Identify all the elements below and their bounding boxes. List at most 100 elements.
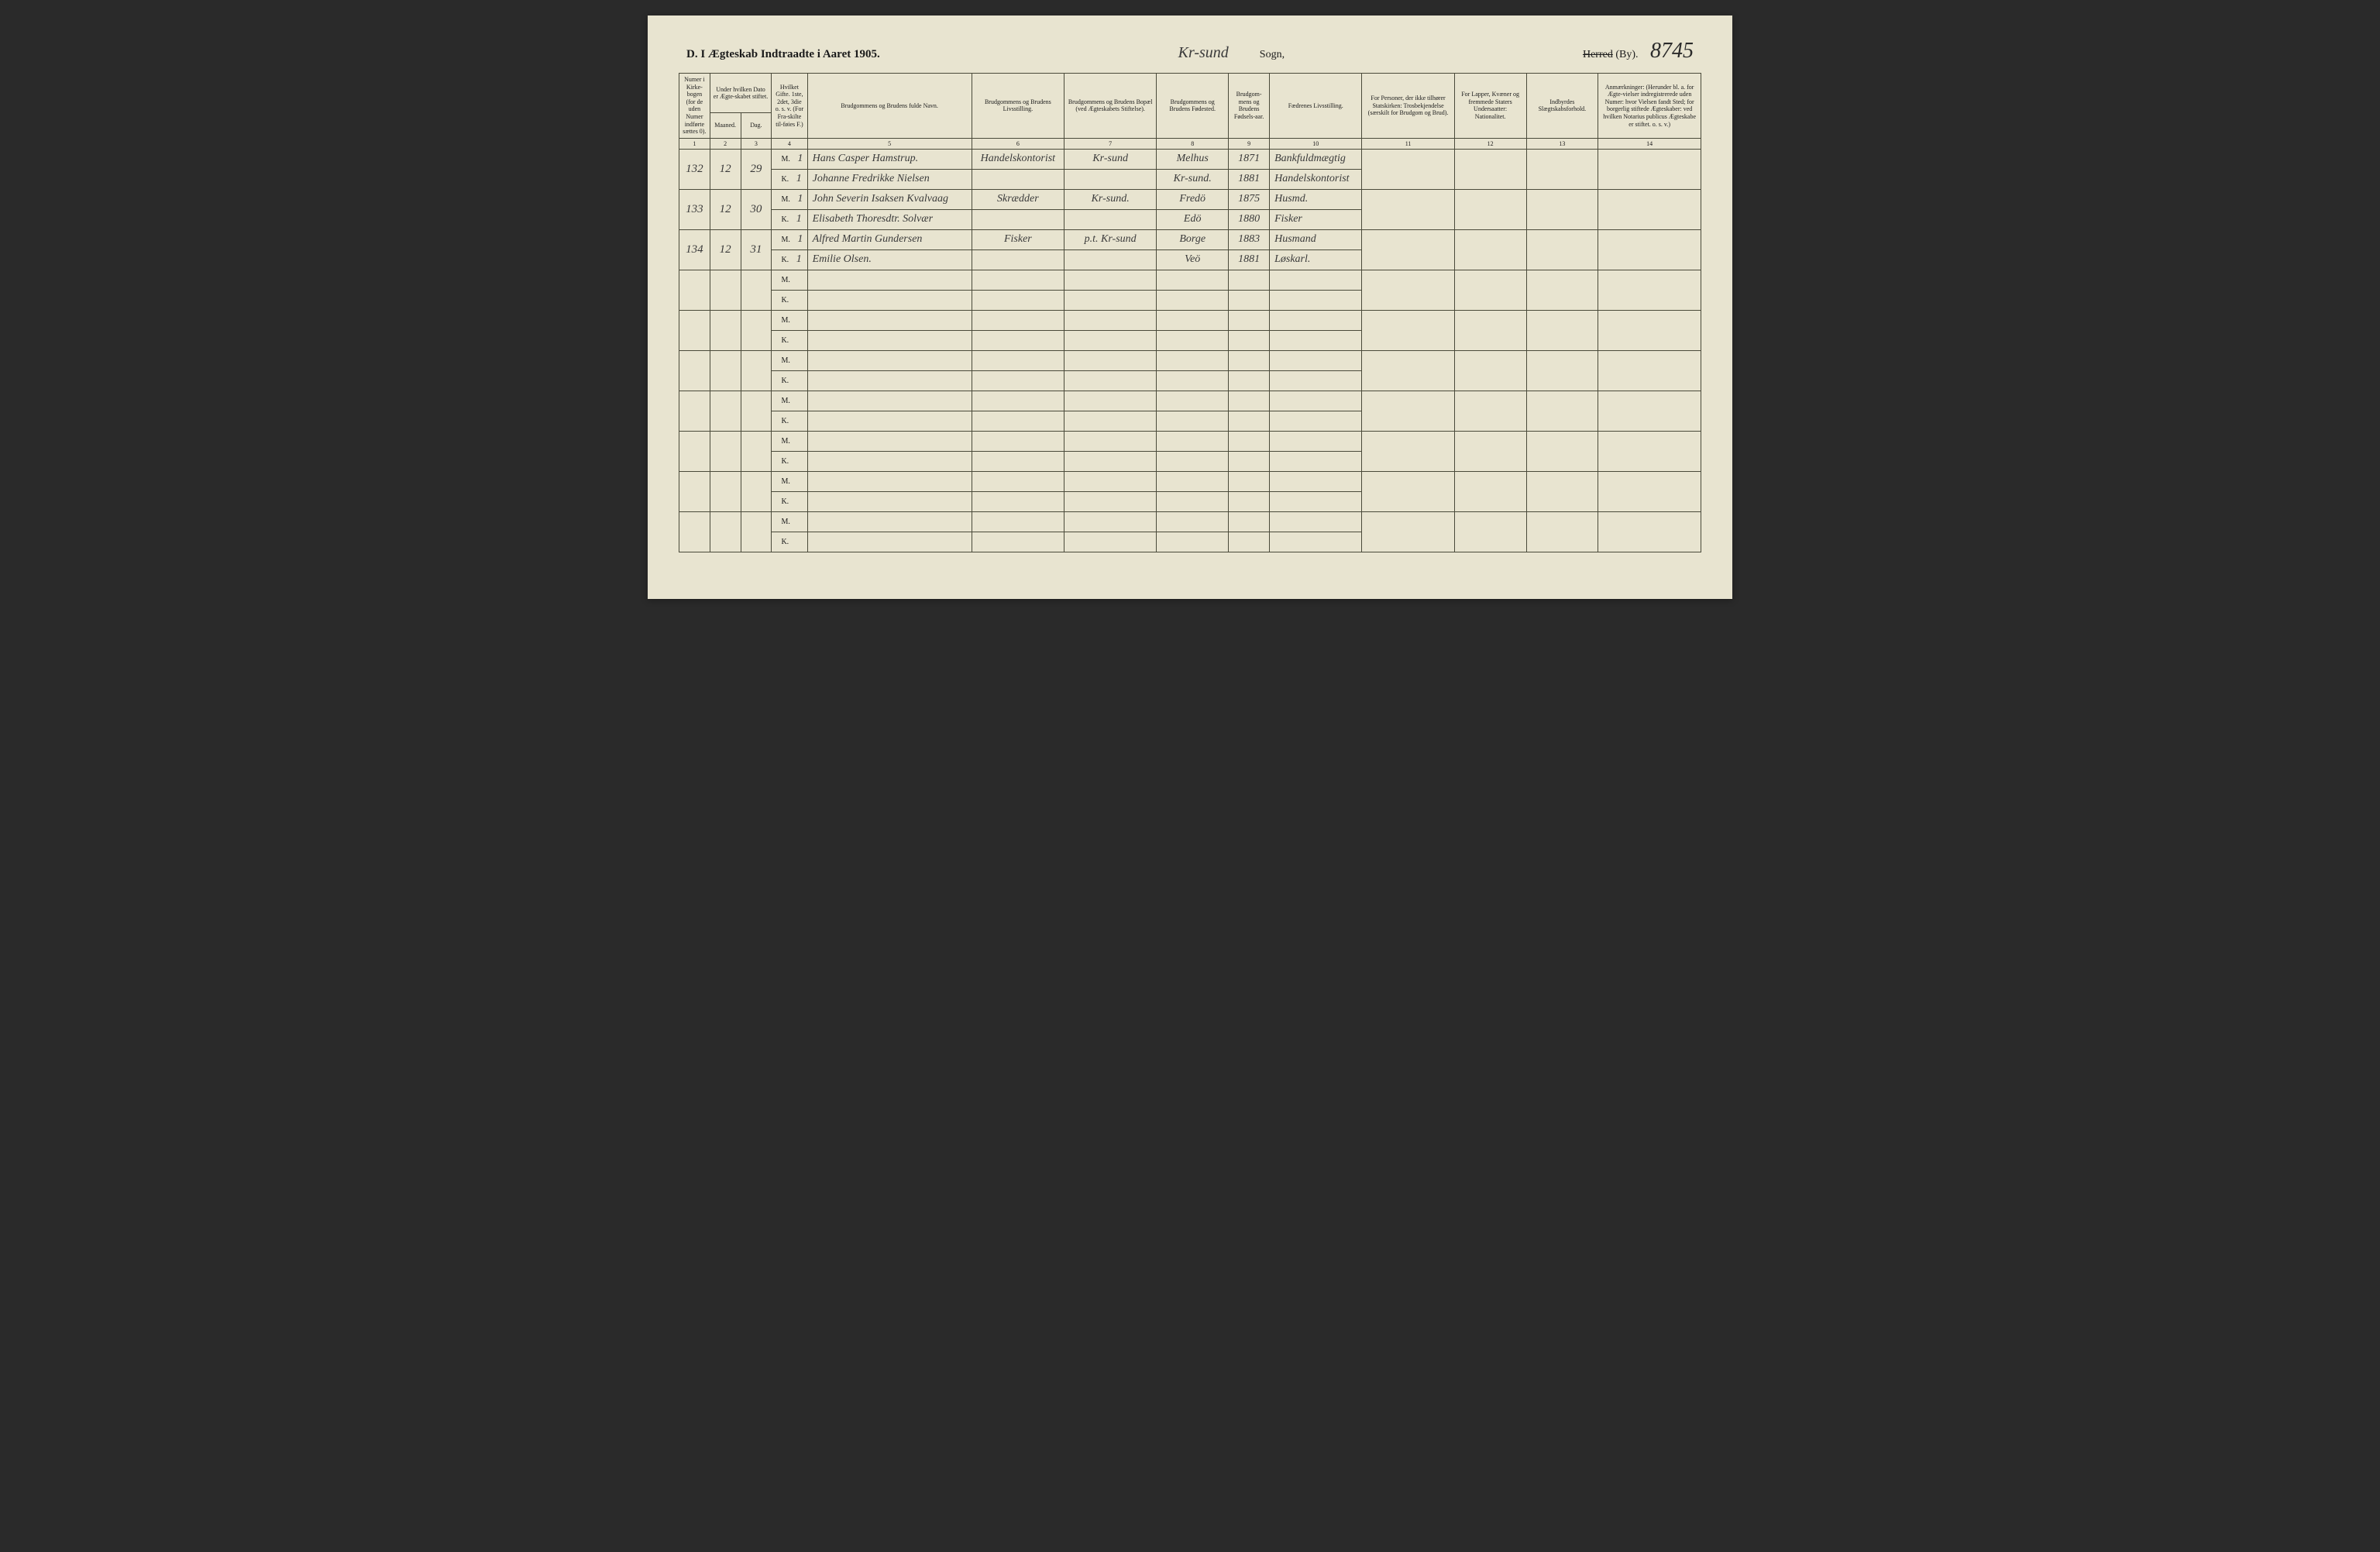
table-cell: Skrædder <box>972 189 1064 209</box>
table-cell <box>741 350 772 391</box>
table-cell: M. 1 <box>778 149 807 169</box>
entry-row-m: 1341231M. 1Alfred Martin GundersenFisker… <box>679 229 1701 249</box>
table-cell <box>772 391 779 411</box>
table-cell <box>1598 149 1701 189</box>
empty-row-m: M. <box>679 391 1701 411</box>
sogn-name: Kr-sund <box>1178 44 1229 62</box>
table-cell <box>710 431 741 471</box>
table-cell: p.t. Kr-sund <box>1064 229 1157 249</box>
table-header: Numer i Kirke-bogen (for de uden Numer i… <box>679 74 1701 150</box>
table-cell <box>1362 431 1454 471</box>
table-cell <box>1454 189 1526 229</box>
table-cell <box>772 491 779 511</box>
table-cell <box>1526 229 1598 270</box>
table-cell <box>1064 370 1157 391</box>
table-cell <box>972 169 1064 189</box>
table-cell: K. <box>778 451 807 471</box>
col-header-5: Brudgommens og Brudens fulde Navn. <box>807 74 972 139</box>
table-cell <box>1270 471 1362 491</box>
entry-row-m: 1321229M. 1Hans Casper Hamstrup.Handelsk… <box>679 149 1701 169</box>
table-cell <box>1526 350 1598 391</box>
empty-row-m: M. <box>679 270 1701 290</box>
table-cell <box>1157 330 1229 350</box>
table-cell <box>679 350 710 391</box>
table-cell <box>679 310 710 350</box>
table-cell <box>807 532 972 552</box>
table-cell: M. <box>778 270 807 290</box>
table-cell: K. <box>778 491 807 511</box>
table-cell: K. 1 <box>778 249 807 270</box>
table-cell <box>772 149 779 169</box>
register-table: Numer i Kirke-bogen (for de uden Numer i… <box>679 73 1701 552</box>
table-cell <box>807 411 972 431</box>
table-cell: 12 <box>710 149 741 189</box>
table-cell <box>1157 310 1229 330</box>
page-number: 8745 <box>1650 39 1694 63</box>
table-cell <box>1362 270 1454 310</box>
table-cell <box>710 270 741 310</box>
colnum: 12 <box>1454 138 1526 149</box>
table-cell: K. <box>778 330 807 350</box>
table-cell <box>1064 431 1157 451</box>
table-cell <box>772 209 779 229</box>
table-cell <box>1598 310 1701 350</box>
colnum: 5 <box>807 138 972 149</box>
table-cell: Alfred Martin Gundersen <box>807 229 972 249</box>
col-header-9: Brudgom-mens og Brudens Fødsels-aar. <box>1229 74 1270 139</box>
sogn-label: Sogn, <box>1260 49 1285 61</box>
table-cell: 1871 <box>1229 149 1270 169</box>
table-cell <box>1229 411 1270 431</box>
table-cell <box>972 532 1064 552</box>
table-cell <box>1229 491 1270 511</box>
col-header-7: Brudgommens og Brudens Bopæl (ved Ægtesk… <box>1064 74 1157 139</box>
empty-row-m: M. <box>679 350 1701 370</box>
table-cell <box>1598 471 1701 511</box>
table-cell <box>1157 270 1229 290</box>
table-cell <box>1270 391 1362 411</box>
colnum: 4 <box>772 138 807 149</box>
table-cell: 1875 <box>1229 189 1270 209</box>
table-cell <box>1454 511 1526 552</box>
col-header-8: Brudgommens og Brudens Fødested. <box>1157 74 1229 139</box>
table-cell <box>1229 532 1270 552</box>
col-header-2: Under hvilken Dato er Ægte-skabet stifte… <box>710 74 772 113</box>
table-cell <box>1598 189 1701 229</box>
table-cell <box>972 209 1064 229</box>
table-cell <box>972 249 1064 270</box>
table-cell: Løskarl. <box>1270 249 1362 270</box>
table-cell <box>1229 270 1270 290</box>
table-cell <box>807 270 972 290</box>
table-cell <box>1229 330 1270 350</box>
table-cell: M. <box>778 391 807 411</box>
table-cell <box>1157 350 1229 370</box>
table-cell <box>1454 391 1526 431</box>
herred-label: Herred (By). <box>1583 49 1641 60</box>
table-cell <box>1064 491 1157 511</box>
table-cell: M. <box>778 350 807 370</box>
table-cell <box>807 511 972 532</box>
table-cell <box>972 270 1064 290</box>
table-cell <box>1526 270 1598 310</box>
table-cell <box>1454 229 1526 270</box>
table-cell <box>772 451 779 471</box>
table-cell <box>1229 290 1270 310</box>
table-cell <box>1064 330 1157 350</box>
table-cell: 1881 <box>1229 249 1270 270</box>
table-cell: K. <box>778 290 807 310</box>
table-cell <box>1362 189 1454 229</box>
table-cell <box>1270 330 1362 350</box>
table-cell <box>772 511 779 532</box>
table-cell: K. <box>778 411 807 431</box>
sogn-block: Kr-sund Sogn, <box>1178 44 1285 62</box>
table-cell <box>1270 532 1362 552</box>
table-cell: K. <box>778 532 807 552</box>
table-cell <box>1270 370 1362 391</box>
table-cell <box>1157 431 1229 451</box>
table-cell <box>1064 411 1157 431</box>
table-cell <box>1064 270 1157 290</box>
page-header: D. I Ægteskab Indtraadte i Aaret 1905. K… <box>679 39 1701 64</box>
table-cell: 133 <box>679 189 710 229</box>
col-header-14: Anmærkninger: (Herunder bl. a. for Ægte-… <box>1598 74 1701 139</box>
table-cell <box>1598 391 1701 431</box>
table-cell <box>1229 451 1270 471</box>
